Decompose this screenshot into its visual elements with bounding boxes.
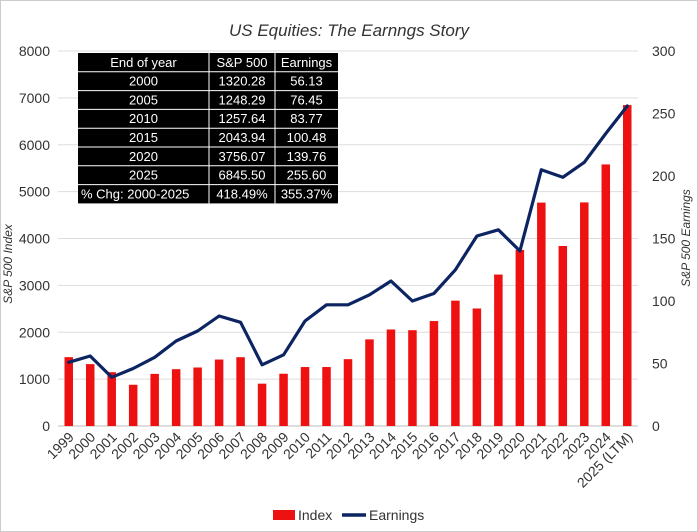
bar [472, 308, 482, 426]
earnings-line [67, 104, 629, 379]
bar [408, 330, 417, 426]
y2-tick-label: 100 [652, 293, 676, 309]
bar [601, 164, 611, 426]
y-axis-label: S&P 500 Index [1, 223, 15, 304]
bar [580, 202, 589, 426]
y-tick-label: 8000 [19, 43, 50, 59]
bar [150, 373, 159, 426]
y-tick-label: 4000 [19, 231, 50, 247]
bar [236, 357, 245, 426]
table-cell: 2025 [129, 168, 158, 183]
bar [365, 339, 374, 426]
table-cell: 139.76 [287, 149, 327, 164]
y2-tick-label: 200 [652, 168, 676, 184]
bar [257, 383, 267, 426]
y2-axis-label: S&P 500 Earnings [679, 189, 693, 287]
table-cell: 355.37% [281, 186, 333, 201]
table-cell: 255.60 [287, 168, 327, 183]
table-cell: 100.48 [287, 130, 327, 145]
table-cell: 1248.29 [219, 92, 266, 107]
bar [429, 321, 439, 426]
data-table: End of year S&P 500 Earnings 2000 1320.28 56.… [78, 53, 338, 204]
bar [537, 202, 546, 426]
table-cell: 2010 [129, 111, 158, 126]
bar [494, 274, 503, 426]
y-tick-label: 1000 [19, 371, 50, 387]
bar [85, 364, 95, 426]
legend: Index Earnings [273, 507, 424, 523]
table-header-cell: End of year [110, 55, 177, 70]
bar [515, 249, 525, 426]
table-cell: 2015 [129, 130, 158, 145]
y2-axis-ticks: 0 50 100 150 200 250 300 [652, 43, 676, 434]
y-tick-label: 3000 [19, 277, 50, 293]
table-cell: 2020 [129, 149, 158, 164]
legend-swatch-index [273, 510, 295, 520]
table-cell: 56.13 [290, 74, 323, 89]
table-header-cell: S&P 500 [216, 55, 267, 70]
table-header-cell: Earnings [281, 55, 333, 70]
bar [558, 246, 568, 426]
bar [171, 369, 181, 426]
y-axis-ticks: 0 1000 2000 3000 4000 5000 6000 7000 8000 [19, 43, 50, 434]
y2-tick-label: 0 [652, 418, 660, 434]
bar [107, 372, 116, 426]
bar [343, 359, 353, 426]
y2-tick-label: 50 [652, 356, 668, 372]
table-cell: 2000 [129, 74, 158, 89]
legend-label-earnings: Earnings [369, 507, 424, 523]
y-tick-label: 0 [42, 418, 50, 434]
y2-tick-label: 300 [652, 43, 676, 59]
chart-title: US Equities: The Earnngs Story [229, 21, 471, 40]
bar [128, 384, 138, 426]
table-cell: 418.49% [216, 186, 268, 201]
bar [322, 367, 331, 426]
bar [193, 367, 202, 426]
table-cell: 1257.64 [219, 111, 266, 126]
table-cell: 83.77 [290, 111, 323, 126]
line-series [67, 104, 629, 379]
table-cell: 3756.07 [219, 149, 266, 164]
y-tick-label: 5000 [19, 184, 50, 200]
bar [279, 373, 288, 426]
table-cell: 2005 [129, 92, 158, 107]
table-cell: 6845.50 [219, 168, 266, 183]
bar-series [64, 105, 632, 426]
table-cell: 1320.28 [219, 74, 266, 89]
y-tick-label: 6000 [19, 137, 50, 153]
bar [451, 300, 460, 426]
bar [214, 359, 224, 426]
table-cell: 76.45 [290, 92, 323, 107]
bar [386, 329, 396, 426]
bar [64, 357, 73, 426]
legend-label-index: Index [298, 507, 332, 523]
bar [623, 105, 632, 426]
table-cell: % Chg: 2000-2025 [81, 186, 189, 201]
y2-tick-label: 150 [652, 231, 676, 247]
y-tick-label: 2000 [19, 324, 50, 340]
y2-tick-label: 250 [652, 106, 676, 122]
table-cell: 2043.94 [219, 130, 266, 145]
y-tick-label: 7000 [19, 90, 50, 106]
bar [300, 367, 310, 426]
